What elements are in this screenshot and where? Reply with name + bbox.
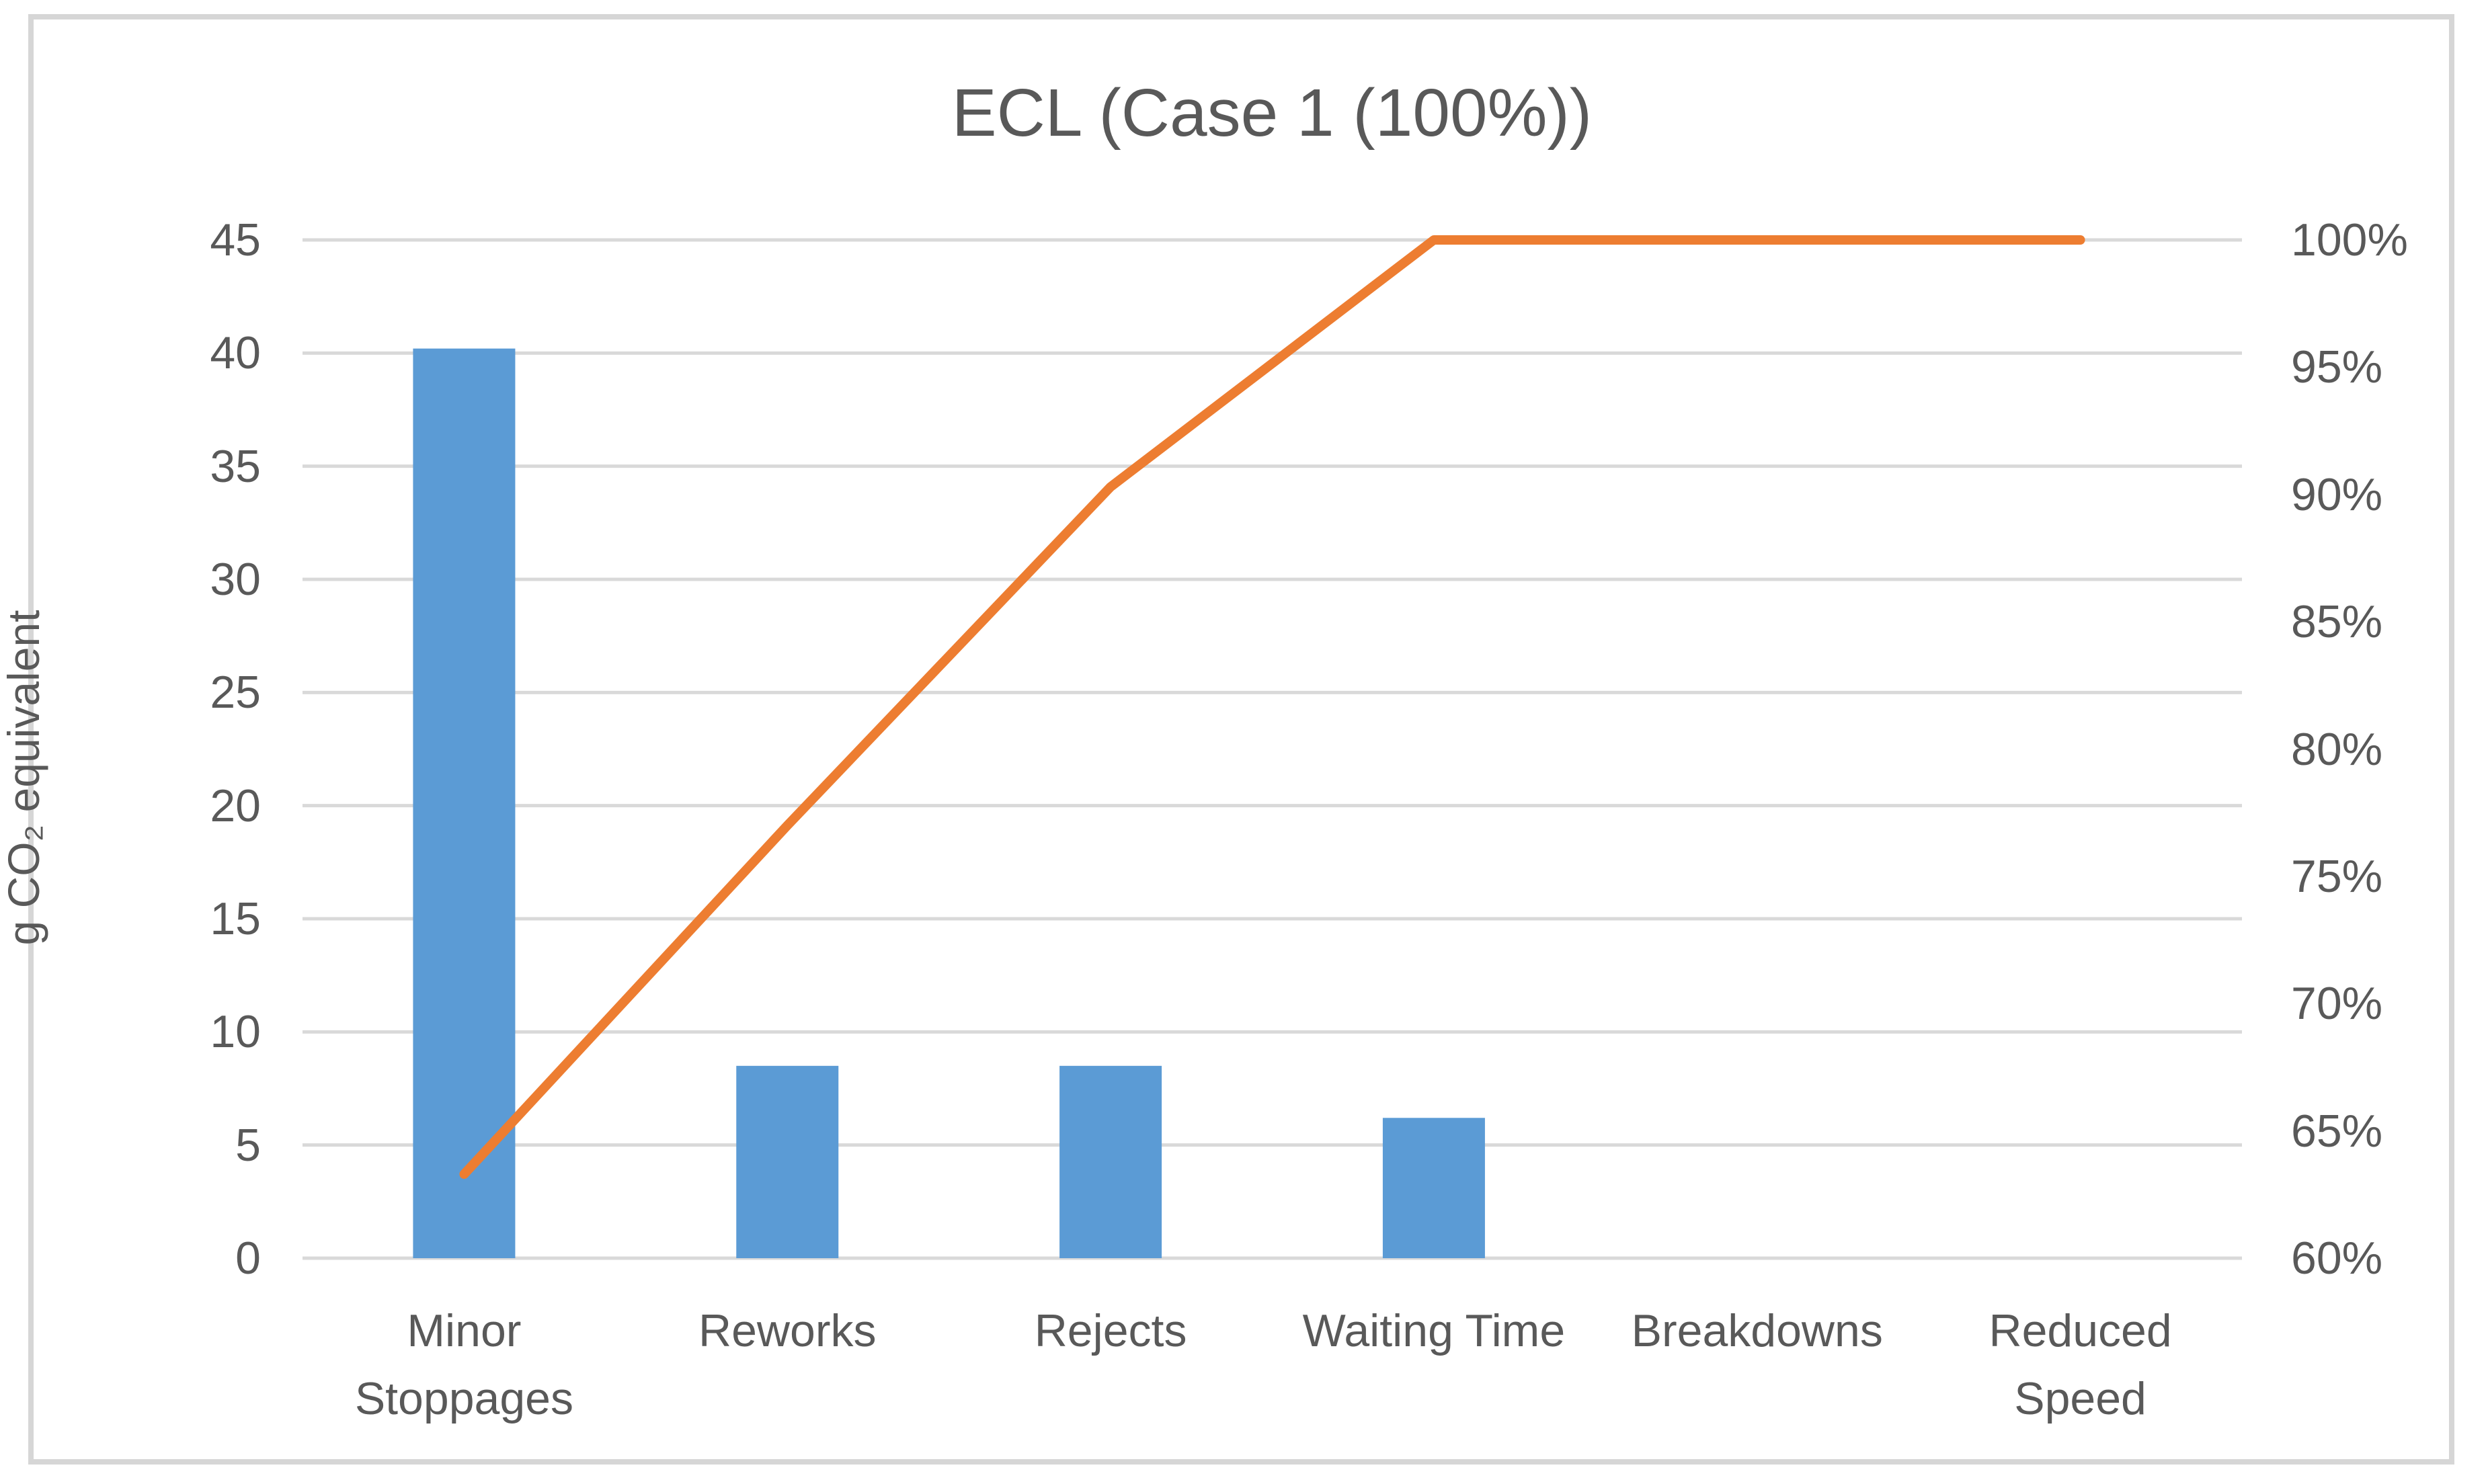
category-label-rejects: Rejects (949, 1297, 1272, 1365)
right-axis-tick-label: 70% (2291, 978, 2383, 1030)
category-label-reworks: Reworks (626, 1297, 949, 1365)
bar-reworks (736, 1065, 839, 1258)
right-axis-tick-label: 90% (2291, 468, 2383, 520)
category-label-waiting-time: Waiting Time (1273, 1297, 1595, 1365)
right-axis-tick-label: 60% (2291, 1233, 2383, 1284)
category-label-line: Reworks (698, 1305, 877, 1356)
left-axis-tick-label: 20 (210, 780, 261, 831)
category-label-line: Breakdowns (1631, 1305, 1883, 1356)
category-label-line: Waiting Time (1302, 1305, 1566, 1356)
right-axis-tick-label: 85% (2291, 596, 2383, 648)
right-axis-tick-label: 100% (2291, 214, 2408, 265)
category-label-breakdowns: Breakdowns (1596, 1297, 1919, 1365)
bar-waiting-time (1382, 1118, 1485, 1258)
category-label-line: Speed (2014, 1373, 2146, 1424)
left-axis-tick-label: 15 (210, 893, 261, 944)
left-axis-tick-label: 5 (235, 1119, 261, 1171)
left-axis-tick-label: 45 (210, 214, 261, 265)
left-axis-tick-label: 30 (210, 554, 261, 605)
left-axis-tick-label: 25 (210, 667, 261, 718)
left-axis-tick-label: 40 (210, 327, 261, 379)
left-axis-tick-label: 10 (210, 1006, 261, 1058)
category-label-line: Rejects (1034, 1305, 1187, 1356)
left-axis-tick-label: 0 (235, 1233, 261, 1284)
right-axis-tick-label: 75% (2291, 850, 2383, 902)
cumulative-line (459, 235, 2085, 1180)
right-axis-tick-label: 65% (2291, 1105, 2383, 1157)
left-axis-tick-label: 35 (210, 440, 261, 492)
category-label-line: Minor (407, 1305, 522, 1356)
category-label-minor-stoppages: Minor Stoppages (303, 1297, 625, 1433)
right-axis-tick-label: 95% (2291, 341, 2383, 393)
category-label-line: Stoppages (354, 1373, 573, 1424)
category-label-reduced-speed: Reduced Speed (1919, 1297, 2242, 1433)
category-label-line: Reduced (1989, 1305, 2172, 1356)
right-axis-tick-label: 80% (2291, 723, 2383, 775)
chart-title: ECL (Case 1 (100%)) (951, 75, 1593, 151)
bar-minor-stoppages (413, 348, 516, 1258)
bar-rejects (1059, 1065, 1162, 1258)
